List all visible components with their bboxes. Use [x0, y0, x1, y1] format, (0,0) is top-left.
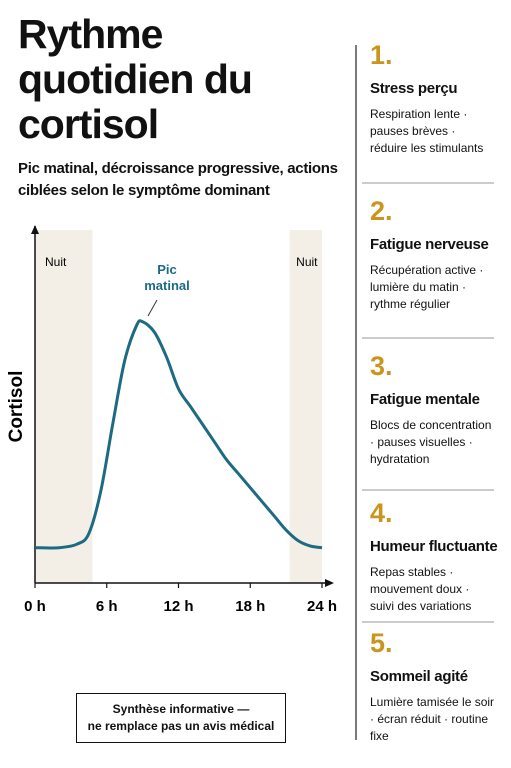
x-arrow [325, 579, 334, 587]
item-number: 3. [370, 351, 393, 381]
x-tick-label: 24 h [307, 598, 337, 615]
item-text: Lumière tamisée le soir · écran réduit ·… [370, 695, 495, 743]
item-number: 1. [370, 40, 393, 70]
item-number: 2. [370, 196, 393, 226]
item-text: Récupération active · lumière du matin ·… [370, 263, 484, 311]
item-text: Respiration lente · pauses brèves · rédu… [370, 107, 484, 155]
item-number: 5. [370, 628, 393, 658]
x-tick-label: 18 h [235, 598, 265, 615]
item-title: Fatigue nerveuse [370, 236, 489, 253]
title: Rythme quotidien du cortisol [18, 11, 253, 147]
night-band [289, 230, 322, 583]
item-text: Blocs de concentration · pauses visuelle… [370, 418, 492, 466]
item-title: Sommeil agité [370, 668, 468, 685]
item-text: Repas stables · mouvement doux · suivi d… [370, 565, 472, 613]
night-label: Nuit [45, 255, 67, 269]
x-tick-label: 12 h [163, 598, 193, 615]
item-title: Humeur fluctuante [370, 538, 498, 555]
plot: Nuit Nuit 0 h 6 h 12 h 18 h 24 h Cortisol Pic mat… [6, 225, 337, 615]
y-arrow [31, 225, 39, 234]
annotation: Pic matinal [144, 262, 190, 293]
note-line: Synthèse informative — [112, 702, 250, 716]
item-title: Stress perçu [370, 80, 458, 97]
note-line: ne remplace pas un avis médical [87, 719, 275, 733]
note-box: Synthèse informative — ne remplace pas u… [76, 693, 286, 743]
item-number: 4. [370, 498, 393, 528]
night-band [35, 230, 93, 583]
cortisol-curve [34, 319, 323, 550]
x-tick-label: 0 h [24, 598, 46, 615]
x-tick-label: 6 h [96, 598, 118, 615]
y-axis-label: Cortisol [6, 371, 27, 443]
subtitle: Pic matinal, décroissance progressive, a… [18, 160, 338, 199]
item-title: Fatigue mentale [370, 391, 480, 408]
night-label: Nuit [296, 255, 318, 269]
annotation-leader [147, 299, 158, 317]
